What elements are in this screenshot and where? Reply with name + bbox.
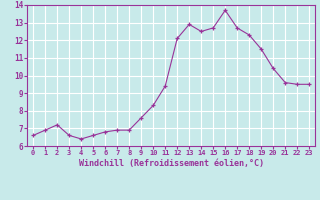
X-axis label: Windchill (Refroidissement éolien,°C): Windchill (Refroidissement éolien,°C) — [79, 159, 264, 168]
